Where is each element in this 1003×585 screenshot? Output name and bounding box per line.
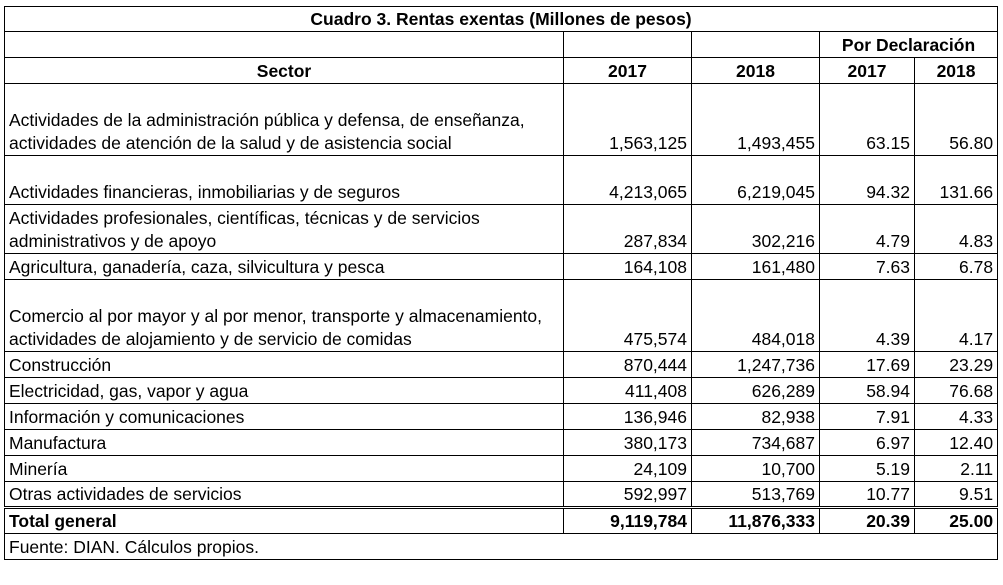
table-row: Actividades financieras, inmobiliarias y… xyxy=(4,155,999,205)
column-header-row: Sector 2017 2018 2017 2018 xyxy=(4,57,999,84)
pd-2017-cell: 4.39 xyxy=(819,279,915,352)
sector-cell: Actividades profesionales, científicas, … xyxy=(4,204,564,254)
pd-2017-cell: 10.77 xyxy=(819,481,915,508)
value-2018-cell: 626,289 xyxy=(691,377,820,404)
table-row: Otras actividades de servicios 592,997 5… xyxy=(4,481,999,508)
pd-2018-cell: 56.80 xyxy=(913,83,999,156)
value-2018-cell: 10,700 xyxy=(691,455,820,482)
sector-cell: Actividades de la administración pública… xyxy=(4,83,564,156)
value-2017-cell: 870,444 xyxy=(563,351,692,378)
pd-2018-cell: 6.78 xyxy=(913,253,999,280)
table-row: Comercio al por mayor y al por menor, tr… xyxy=(4,279,999,352)
por-declaracion-header: Por Declaración xyxy=(818,31,999,58)
sector-cell: Información y comunicaciones xyxy=(4,403,564,430)
pd-2018-cell: 23.29 xyxy=(913,351,999,378)
pd-2017-cell: 17.69 xyxy=(819,351,915,378)
value-2017-cell: 411,408 xyxy=(563,377,692,404)
title-row: Cuadro 3. Rentas exentas (Millones de pe… xyxy=(3,6,999,32)
pd-2018-cell: 76.68 xyxy=(913,377,999,404)
sector-header: Sector xyxy=(4,57,564,84)
value-2017-cell: 24,109 xyxy=(563,455,692,482)
table-row: Actividades profesionales, científicas, … xyxy=(4,204,999,254)
pd-2018-cell: 4.33 xyxy=(913,403,999,430)
pd-2018-cell: 9.51 xyxy=(913,481,999,508)
value-2017-cell: 475,574 xyxy=(563,279,692,352)
value-2018-cell: 161,480 xyxy=(691,253,820,280)
pd-2017-header: 2017 xyxy=(819,57,915,84)
value-2018-cell: 302,216 xyxy=(691,204,820,254)
value-2017-cell: 4,213,065 xyxy=(563,155,692,205)
sector-cell: Agricultura, ganadería, caza, silvicultu… xyxy=(4,253,564,280)
total-label-cell: Total general xyxy=(4,506,564,534)
pd-2017-cell: 63.15 xyxy=(819,83,915,156)
pd-2018-cell: 4.17 xyxy=(913,279,999,352)
source-note: Fuente: DIAN. Cálculos propios. xyxy=(3,533,999,560)
value-2018-cell: 6,219,045 xyxy=(691,155,820,205)
table-title: Cuadro 3. Rentas exentas (Millones de pe… xyxy=(3,6,999,32)
col-2017-header: 2017 xyxy=(563,57,692,84)
table-row: Agricultura, ganadería, caza, silvicultu… xyxy=(4,253,999,280)
value-2018-cell: 1,493,455 xyxy=(691,83,820,156)
rentas-exentas-table-wrapper: Cuadro 3. Rentas exentas (Millones de pe… xyxy=(3,6,999,560)
pd-2017-cell: 7.91 xyxy=(819,403,915,430)
pd-2018-cell: 12.40 xyxy=(913,429,999,456)
value-2017-cell: 380,173 xyxy=(563,429,692,456)
value-2018-cell: 484,018 xyxy=(691,279,820,352)
table-row: Electricidad, gas, vapor y agua 411,408 … xyxy=(4,377,999,404)
value-2018-cell: 734,687 xyxy=(691,429,820,456)
pd-2018-header: 2018 xyxy=(913,57,999,84)
blank-cell xyxy=(691,31,820,58)
table-row: Construcción 870,444 1,247,736 17.69 23.… xyxy=(4,351,999,378)
table-row: Minería 24,109 10,700 5.19 2.11 xyxy=(4,455,999,482)
sector-cell: Minería xyxy=(4,455,564,482)
sector-cell: Manufactura xyxy=(4,429,564,456)
table-row: Actividades de la administración pública… xyxy=(4,83,999,156)
source-row: Fuente: DIAN. Cálculos propios. xyxy=(3,533,999,560)
pd-2017-cell: 4.79 xyxy=(819,204,915,254)
total-2017-cell: 9,119,784 xyxy=(563,506,692,534)
value-2017-cell: 592,997 xyxy=(563,481,692,508)
value-2017-cell: 1,563,125 xyxy=(563,83,692,156)
value-2017-cell: 287,834 xyxy=(563,204,692,254)
value-2018-cell: 513,769 xyxy=(691,481,820,508)
blank-cell xyxy=(4,31,564,58)
rentas-exentas-table: Cuadro 3. Rentas exentas (Millones de pe… xyxy=(3,6,999,560)
table-row: Información y comunicaciones 136,946 82,… xyxy=(4,403,999,430)
pd-2018-cell: 4.83 xyxy=(913,204,999,254)
pd-2017-cell: 7.63 xyxy=(819,253,915,280)
sector-cell: Actividades financieras, inmobiliarias y… xyxy=(4,155,564,205)
total-pd-2017-cell: 20.39 xyxy=(819,506,915,534)
sector-cell: Otras actividades de servicios xyxy=(4,481,564,508)
col-2018-header: 2018 xyxy=(691,57,820,84)
value-2018-cell: 1,247,736 xyxy=(691,351,820,378)
pd-2018-cell: 131.66 xyxy=(913,155,999,205)
pd-2017-cell: 94.32 xyxy=(819,155,915,205)
pd-2018-cell: 2.11 xyxy=(913,455,999,482)
total-row: Total general 9,119,784 11,876,333 20.39… xyxy=(4,506,999,534)
blank-cell xyxy=(563,31,692,58)
sector-cell: Construcción xyxy=(4,351,564,378)
sector-cell: Comercio al por mayor y al por menor, tr… xyxy=(4,279,564,352)
total-pd-2018-cell: 25.00 xyxy=(913,506,999,534)
total-2018-cell: 11,876,333 xyxy=(691,506,820,534)
group-header-row: Por Declaración xyxy=(4,31,999,58)
table-row: Manufactura 380,173 734,687 6.97 12.40 xyxy=(4,429,999,456)
value-2017-cell: 164,108 xyxy=(563,253,692,280)
value-2017-cell: 136,946 xyxy=(563,403,692,430)
pd-2017-cell: 5.19 xyxy=(819,455,915,482)
value-2018-cell: 82,938 xyxy=(691,403,820,430)
sector-cell: Electricidad, gas, vapor y agua xyxy=(4,377,564,404)
pd-2017-cell: 6.97 xyxy=(819,429,915,456)
pd-2017-cell: 58.94 xyxy=(819,377,915,404)
